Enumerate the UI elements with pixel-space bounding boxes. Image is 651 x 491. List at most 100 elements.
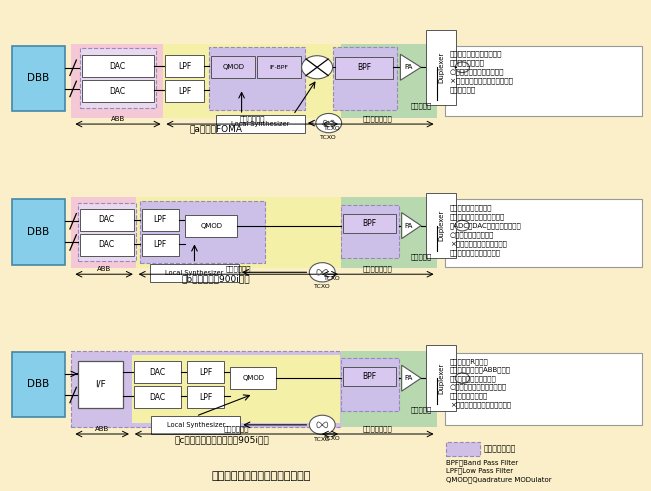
Text: DBB: DBB	[27, 380, 49, 389]
Polygon shape	[402, 213, 421, 239]
Text: BPF：Band Pass Filter
LPF：Low Pass Filter
QMOD：Quadrature MODulator: BPF：Band Pass Filter LPF：Low Pass Filter…	[446, 459, 552, 483]
FancyBboxPatch shape	[210, 47, 305, 109]
Text: TCXO: TCXO	[324, 126, 340, 131]
Text: Duplexer: Duplexer	[438, 210, 444, 241]
FancyBboxPatch shape	[341, 197, 437, 269]
Circle shape	[455, 220, 469, 231]
Text: フロントエンド: フロントエンド	[363, 115, 393, 122]
FancyBboxPatch shape	[141, 234, 179, 256]
Text: PA: PA	[404, 64, 412, 70]
Text: QMOD: QMOD	[242, 375, 264, 381]
Text: DAC: DAC	[99, 216, 115, 224]
FancyBboxPatch shape	[77, 361, 123, 408]
Text: Duplexer: Duplexer	[438, 362, 444, 394]
Text: Local Synthesizer: Local Synthesizer	[167, 422, 225, 428]
Text: ・スーパヘテロダイン方式
・個別部品で実現
○安定した性能は得られる
×部品数が多く，小型化は実装
　技術に依存: ・スーパヘテロダイン方式 ・個別部品で実現 ○安定した性能は得られる ×部品数が…	[450, 51, 513, 93]
Polygon shape	[402, 365, 421, 391]
Text: （b）普及期（900i〜）: （b）普及期（900i〜）	[182, 274, 250, 283]
FancyBboxPatch shape	[141, 209, 179, 231]
Text: DAC: DAC	[150, 368, 166, 377]
Circle shape	[316, 113, 342, 133]
Text: TCXO: TCXO	[320, 135, 337, 140]
FancyBboxPatch shape	[163, 44, 341, 118]
FancyBboxPatch shape	[12, 46, 65, 111]
FancyBboxPatch shape	[186, 215, 237, 237]
Text: ABB: ABB	[97, 266, 111, 273]
Text: LPF: LPF	[199, 368, 212, 377]
Text: QMOD: QMOD	[201, 222, 222, 229]
Text: DAC: DAC	[109, 62, 126, 71]
Text: IF-BPF: IF-BPF	[270, 65, 288, 70]
Text: 図３　無線送受信回路構成の変遷: 図３ 無線送受信回路構成の変遷	[212, 471, 311, 481]
Text: 受信回路へ: 受信回路へ	[410, 102, 432, 109]
Text: BPF: BPF	[363, 219, 376, 228]
Text: トランシーバ: トランシーバ	[226, 266, 251, 273]
FancyBboxPatch shape	[12, 352, 65, 417]
FancyBboxPatch shape	[136, 197, 341, 269]
Text: （a）初期FOMA: （a）初期FOMA	[189, 124, 242, 134]
FancyBboxPatch shape	[445, 46, 642, 116]
FancyBboxPatch shape	[333, 47, 397, 109]
Text: LPF: LPF	[178, 87, 191, 96]
FancyBboxPatch shape	[81, 80, 154, 103]
Text: Local Synthesizer: Local Synthesizer	[231, 121, 290, 127]
FancyBboxPatch shape	[132, 355, 340, 423]
FancyBboxPatch shape	[71, 351, 341, 427]
FancyBboxPatch shape	[212, 56, 255, 79]
Text: トランシーバ: トランシーバ	[240, 115, 265, 122]
Text: I/F: I/F	[95, 380, 105, 389]
FancyBboxPatch shape	[187, 361, 224, 383]
FancyBboxPatch shape	[135, 361, 181, 383]
FancyBboxPatch shape	[215, 115, 305, 133]
Text: ・ダイレクト変換方式
・トランシーバ回路を集積化
・ADC，DAC周辺回路を集積化
○部品数の削減に貢献
×アナログ回路への依存度が
　高く，性能向上が難しい: ・ダイレクト変換方式 ・トランシーバ回路を集積化 ・ADC，DAC周辺回路を集積…	[450, 204, 522, 256]
Circle shape	[455, 62, 469, 73]
FancyBboxPatch shape	[139, 201, 266, 263]
FancyBboxPatch shape	[230, 367, 277, 389]
Text: DBB: DBB	[27, 227, 49, 237]
Text: TCXO: TCXO	[314, 437, 331, 442]
Text: BPF: BPF	[357, 63, 371, 72]
Text: LPF: LPF	[154, 241, 167, 249]
Text: フロントエンド: フロントエンド	[363, 426, 393, 432]
Circle shape	[309, 415, 335, 435]
Text: TCXO: TCXO	[324, 436, 340, 441]
Text: LPF: LPF	[154, 216, 167, 224]
FancyBboxPatch shape	[150, 264, 239, 282]
FancyBboxPatch shape	[151, 416, 240, 435]
FancyBboxPatch shape	[135, 386, 181, 409]
FancyBboxPatch shape	[426, 30, 456, 105]
FancyBboxPatch shape	[12, 199, 65, 265]
FancyBboxPatch shape	[426, 346, 456, 411]
FancyBboxPatch shape	[77, 203, 136, 261]
Text: TCXO: TCXO	[324, 276, 340, 281]
FancyBboxPatch shape	[71, 44, 163, 118]
FancyBboxPatch shape	[165, 80, 204, 103]
Text: Duplexer: Duplexer	[438, 52, 444, 83]
FancyBboxPatch shape	[446, 442, 480, 456]
FancyBboxPatch shape	[343, 367, 396, 386]
FancyBboxPatch shape	[341, 358, 399, 411]
FancyBboxPatch shape	[71, 197, 136, 269]
FancyBboxPatch shape	[343, 214, 396, 233]
FancyBboxPatch shape	[187, 386, 224, 409]
Text: QMOD: QMOD	[222, 64, 244, 70]
FancyBboxPatch shape	[81, 55, 154, 78]
Text: DAC: DAC	[150, 393, 166, 402]
Text: DAC: DAC	[109, 87, 126, 96]
FancyBboxPatch shape	[79, 209, 134, 231]
FancyBboxPatch shape	[79, 234, 134, 256]
Text: フロントエンド: フロントエンド	[363, 266, 393, 273]
Text: Local Synthesizer: Local Synthesizer	[165, 270, 224, 276]
FancyBboxPatch shape	[426, 193, 456, 258]
FancyBboxPatch shape	[341, 44, 437, 118]
Text: LPF: LPF	[178, 62, 191, 71]
Text: DAC: DAC	[99, 241, 115, 249]
Text: トランシーバ: トランシーバ	[224, 426, 249, 432]
FancyBboxPatch shape	[445, 199, 642, 267]
Circle shape	[301, 55, 333, 79]
FancyBboxPatch shape	[445, 353, 642, 425]
Polygon shape	[400, 55, 421, 80]
Text: ・デジタルRＦ方式
・トランシーバとABBを統合
・インタフェース簡易化
○デジタル信号処理との融合
　により性能が向上
×方式ごとに個別に回路を装備: ・デジタルRＦ方式 ・トランシーバとABBを統合 ・インタフェース簡易化 ○デジ…	[450, 358, 511, 408]
Text: 受信回路へ: 受信回路へ	[410, 406, 432, 413]
FancyBboxPatch shape	[341, 351, 437, 427]
